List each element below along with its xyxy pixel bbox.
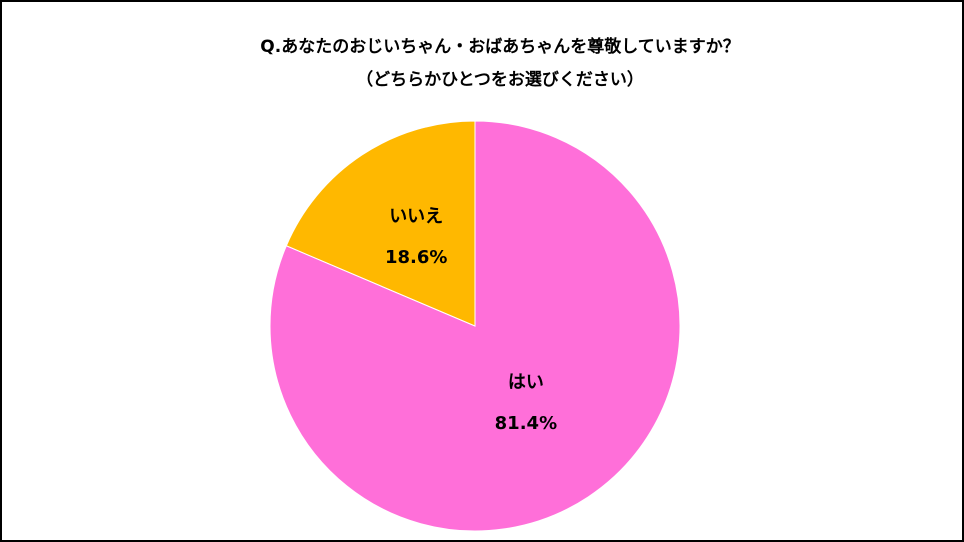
slice-label: はい (508, 372, 544, 393)
value-label: 18.6% (385, 247, 447, 268)
chart-subtitle: （どちらかひとつをお選びください） (356, 69, 644, 90)
value-label: 81.4% (495, 413, 557, 434)
chart-title: Q.あなたのおじいちゃん・おばあちゃんを尊敬していますか？ (260, 36, 739, 57)
pie-slice (285, 120, 476, 327)
slice-label: いいえ (389, 206, 443, 227)
